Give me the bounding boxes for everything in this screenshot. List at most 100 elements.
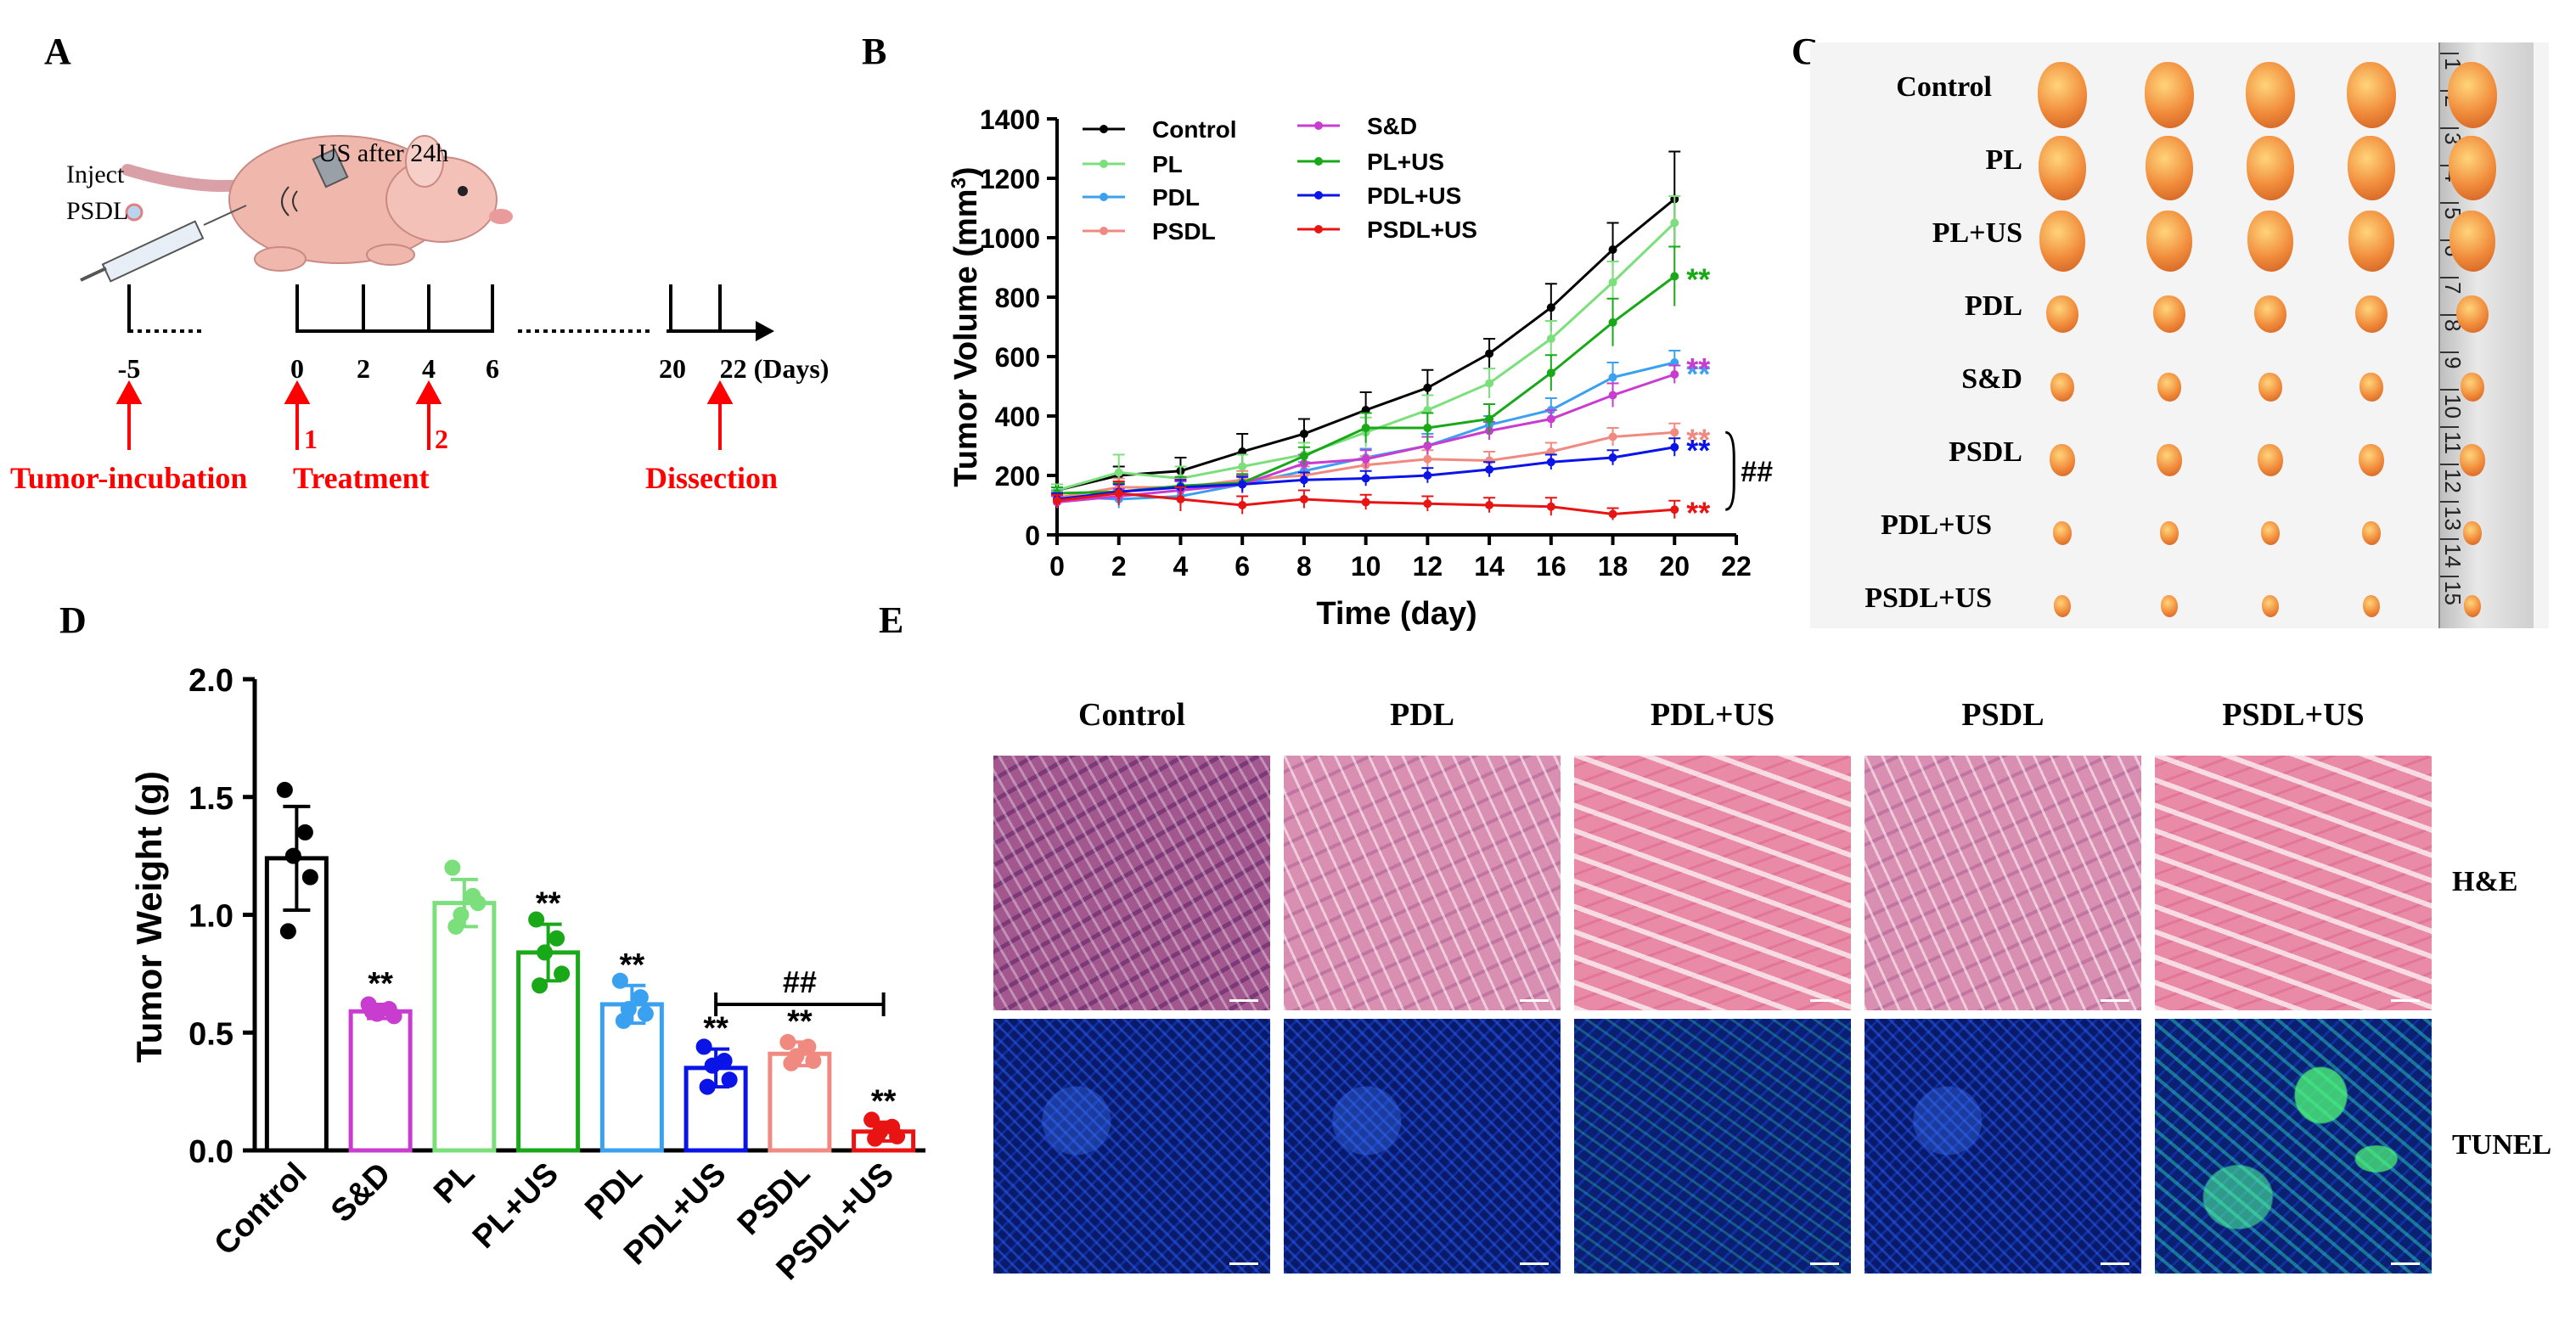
scale-bar bbox=[1810, 1262, 1839, 1265]
data-point bbox=[1423, 441, 1432, 450]
significance-label: ** bbox=[620, 947, 645, 983]
y-axis-label: Tumor Weight (g) bbox=[129, 771, 169, 1063]
tumor-specimen bbox=[2050, 373, 2074, 402]
bar bbox=[599, 1002, 664, 1153]
y-tick-label: 400 bbox=[995, 402, 1040, 432]
tumor-specimen bbox=[2363, 595, 2380, 617]
tumor-specimen bbox=[2246, 62, 2295, 128]
data-point bbox=[1546, 368, 1555, 378]
panel-d-label: D bbox=[59, 599, 87, 641]
tick-label: 4 bbox=[422, 353, 436, 384]
bar-chart-tumor-weight: 0.0 0.5 1.0 1.5 2.0 Tumor Weight (g) Control **… bbox=[129, 663, 925, 1287]
scale-bar bbox=[1520, 999, 1549, 1002]
panel-a: A Inject PSDL US after 24h bbox=[10, 31, 829, 495]
data-point bbox=[470, 895, 487, 912]
tumor-specimen bbox=[2157, 373, 2181, 402]
data-point bbox=[805, 1053, 822, 1070]
x-tick-label: 10 bbox=[1351, 551, 1381, 582]
data-point bbox=[1670, 442, 1679, 452]
he-micrograph bbox=[1574, 756, 1851, 1010]
ruler-number: 15 bbox=[2440, 581, 2466, 605]
data-point bbox=[279, 923, 296, 940]
data-point bbox=[721, 1071, 738, 1088]
data-point bbox=[537, 944, 554, 961]
tumor-specimen bbox=[2247, 211, 2293, 272]
x-tick-label: 18 bbox=[1598, 551, 1628, 582]
tick-label: 22 (Days) bbox=[720, 353, 830, 384]
data-point bbox=[276, 781, 293, 798]
he-micrograph bbox=[1865, 756, 2141, 1010]
y-tick-label: 0 bbox=[1025, 520, 1040, 551]
data-point bbox=[1423, 471, 1432, 480]
legend-label: PSDL bbox=[1152, 218, 1216, 245]
legend-marker bbox=[1100, 227, 1108, 235]
y-tick-label: 600 bbox=[995, 342, 1040, 373]
legend-marker bbox=[1314, 191, 1323, 200]
tumor-group-label: PSDL+US bbox=[1865, 582, 1992, 614]
histology-row-label: H&E bbox=[2452, 866, 2518, 897]
x-tick-label: 0 bbox=[1049, 551, 1065, 582]
data-point bbox=[1485, 414, 1494, 424]
scale-bar bbox=[1520, 1262, 1549, 1265]
legend-label: Control bbox=[1152, 116, 1237, 143]
ruler-tick bbox=[2440, 576, 2459, 577]
data-point bbox=[889, 1127, 906, 1144]
scale-bar bbox=[1229, 999, 1258, 1002]
histology-column-label: PDL bbox=[1390, 697, 1454, 733]
y-tick-label: 2.0 bbox=[188, 663, 233, 699]
data-point bbox=[863, 1111, 880, 1128]
ruler-tick bbox=[2440, 538, 2459, 540]
data-point bbox=[1114, 468, 1123, 477]
tumor-group-label: Control bbox=[1896, 71, 1992, 103]
data-point bbox=[1423, 424, 1432, 432]
tumor-specimen bbox=[2262, 595, 2279, 617]
histology-column-label: PSDL+US bbox=[2222, 697, 2365, 733]
data-point bbox=[1238, 480, 1247, 489]
scale-bar bbox=[2391, 1262, 2420, 1265]
legend-marker bbox=[1100, 125, 1108, 133]
tumor-group-label: PL bbox=[1985, 144, 2022, 176]
data-point bbox=[363, 1003, 380, 1020]
x-tick-label: 8 bbox=[1296, 551, 1312, 582]
tumor-group-label: PDL+US bbox=[1881, 509, 1992, 541]
tumor-group-label: PL+US bbox=[1932, 217, 2022, 249]
data-point bbox=[1423, 499, 1432, 509]
data-point bbox=[1299, 430, 1308, 438]
tumor-specimen bbox=[2359, 444, 2384, 476]
tumor-specimen bbox=[2463, 521, 2482, 545]
legend-label: S&D bbox=[1367, 113, 1417, 139]
tumor-specimen bbox=[2157, 444, 2182, 476]
he-micrograph bbox=[1284, 756, 1561, 1010]
data-point bbox=[1485, 349, 1494, 358]
data-point bbox=[385, 1008, 402, 1025]
tumor-specimen bbox=[2348, 211, 2394, 272]
significance-label: ** bbox=[1686, 351, 1710, 386]
he-micrograph bbox=[993, 756, 1270, 1010]
histology-grid: Control PDL PDL+US PSDL PSDL+US H&E TUNEL bbox=[993, 696, 2564, 1324]
line-chart-tumor-volume: 0 200 400 600 800 1000 1200 1400 0 2 4 6 8 10 12 14 16 18… bbox=[948, 104, 1774, 632]
timeline-arrows bbox=[115, 380, 734, 450]
ruler-tick bbox=[2440, 53, 2459, 54]
tumor-specimen bbox=[2258, 444, 2283, 476]
ruler-number: 14 bbox=[2440, 543, 2466, 568]
x-tick-label: 4 bbox=[1173, 551, 1189, 582]
ruler-tick bbox=[2440, 389, 2459, 391]
data-point bbox=[1546, 502, 1555, 511]
tick-label: -5 bbox=[118, 353, 141, 384]
marker-treatment-1: 1 bbox=[304, 424, 318, 454]
legend-label: PSDL+US bbox=[1367, 216, 1477, 243]
histology-column-label: PDL+US bbox=[1650, 697, 1775, 733]
ruler-tick bbox=[2440, 202, 2459, 204]
marker-tumor-incubation: Tumor-incubation bbox=[10, 461, 247, 495]
x-tick-label: PDL bbox=[578, 1156, 649, 1227]
y-tick-label: 1.5 bbox=[188, 781, 233, 817]
data-point bbox=[867, 1130, 884, 1147]
tumor-photo: 123456789101112131415 ControlPLPL+USPDLS… bbox=[1810, 42, 2549, 628]
timeline-ticks: -5 0 2 4 6 20 22 (Days) bbox=[118, 353, 830, 384]
panel-d: D 0.0 0.5 1.0 1.5 2.0 Tumor Weight (g) Control… bbox=[59, 599, 925, 1287]
x-tick-label: 12 bbox=[1413, 551, 1443, 582]
data-point bbox=[444, 859, 461, 876]
scale-bar bbox=[2391, 999, 2420, 1002]
significance-label: ** bbox=[368, 966, 393, 1002]
he-micrograph bbox=[2155, 756, 2432, 1010]
